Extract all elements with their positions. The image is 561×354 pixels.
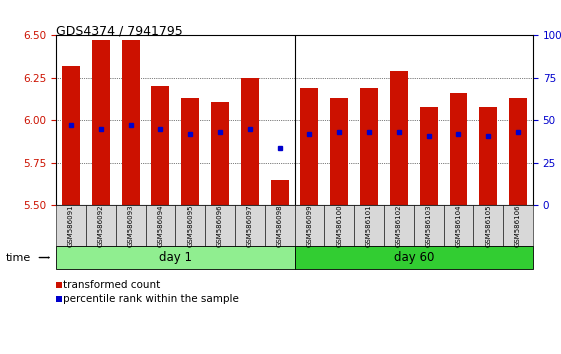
Text: GSM586098: GSM586098 [277, 204, 283, 247]
Bar [270, 180, 288, 205]
Bar [62, 66, 80, 205]
Text: GDS4374 / 7941795: GDS4374 / 7941795 [56, 25, 183, 38]
Text: GSM586106: GSM586106 [515, 204, 521, 247]
Text: day 60: day 60 [394, 251, 434, 264]
Text: GSM586103: GSM586103 [426, 204, 431, 247]
Text: GSM586095: GSM586095 [187, 204, 193, 247]
Text: GSM586096: GSM586096 [217, 204, 223, 247]
Bar [151, 86, 169, 205]
Bar [360, 88, 378, 205]
Bar [509, 98, 527, 205]
Bar [390, 71, 408, 205]
Bar [301, 88, 318, 205]
Bar [122, 40, 140, 205]
Text: GSM586101: GSM586101 [366, 204, 372, 247]
Bar [92, 40, 110, 205]
Text: GSM586097: GSM586097 [247, 204, 253, 247]
Bar [420, 107, 438, 205]
Bar [241, 78, 259, 205]
Text: time: time [6, 252, 31, 263]
Text: transformed count: transformed count [63, 280, 160, 290]
Text: GSM586105: GSM586105 [485, 204, 491, 247]
Text: GSM586104: GSM586104 [456, 204, 462, 247]
Text: GSM586092: GSM586092 [98, 204, 104, 247]
Text: day 1: day 1 [159, 251, 192, 264]
Text: GSM586094: GSM586094 [158, 204, 163, 247]
Text: GSM586093: GSM586093 [127, 204, 134, 247]
Bar [449, 93, 467, 205]
Bar [479, 107, 497, 205]
Bar [211, 102, 229, 205]
Text: percentile rank within the sample: percentile rank within the sample [63, 294, 239, 304]
Bar [181, 98, 199, 205]
Text: GSM586102: GSM586102 [396, 204, 402, 247]
Bar [330, 98, 348, 205]
Text: GSM586091: GSM586091 [68, 204, 74, 247]
Text: GSM586099: GSM586099 [306, 204, 312, 247]
Text: GSM586100: GSM586100 [336, 204, 342, 247]
